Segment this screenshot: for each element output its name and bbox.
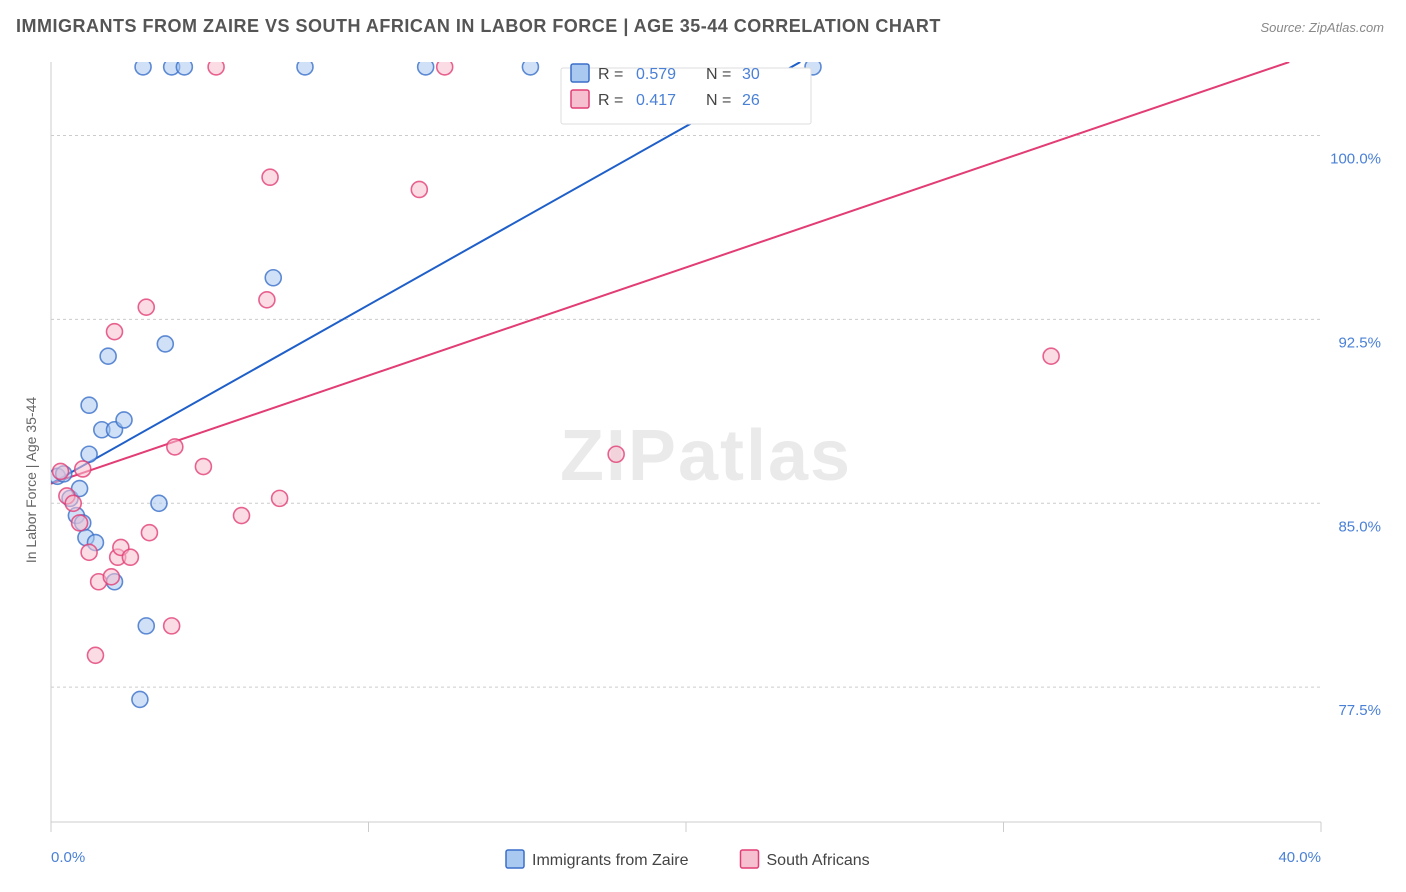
svg-text:0.579: 0.579 <box>636 66 676 83</box>
svg-text:R =: R = <box>598 92 623 109</box>
svg-text:Immigrants from Zaire: Immigrants from Zaire <box>532 852 689 869</box>
svg-text:30: 30 <box>742 66 760 83</box>
watermark: ZIPatlas <box>560 416 852 496</box>
svg-text:26: 26 <box>742 92 760 109</box>
y-tick-labels: 77.5% 85.0% 92.5% 100.0% <box>1330 151 1381 720</box>
series-legend: Immigrants from Zaire South Africans <box>506 850 870 869</box>
svg-text:77.5%: 77.5% <box>1338 702 1381 719</box>
chart-title: IMMIGRANTS FROM ZAIRE VS SOUTH AFRICAN I… <box>16 16 941 37</box>
svg-text:South Africans: South Africans <box>767 852 870 869</box>
y-axis-title: In Labor Force | Age 35-44 <box>23 397 39 564</box>
scatter-points <box>49 59 1059 708</box>
svg-text:N =: N = <box>706 92 731 109</box>
svg-text:85.0%: 85.0% <box>1338 518 1381 535</box>
svg-text:0.0%: 0.0% <box>51 849 85 866</box>
svg-text:R =: R = <box>598 66 623 83</box>
y-gridlines <box>51 136 1321 688</box>
svg-text:40.0%: 40.0% <box>1278 849 1321 866</box>
svg-text:N =: N = <box>706 66 731 83</box>
x-tick-marks <box>51 822 1321 832</box>
source-attribution: Source: ZipAtlas.com <box>1260 20 1384 35</box>
svg-text:100.0%: 100.0% <box>1330 151 1381 168</box>
chart-container: 77.5% 85.0% 92.5% 100.0% 0.0% 40.0% In Labor… <box>16 50 1390 876</box>
correlation-legend: R = 0.579 N = 30 R = 0.417 N = 26 <box>561 64 811 124</box>
svg-text:0.417: 0.417 <box>636 92 676 109</box>
correlation-scatter-chart: 77.5% 85.0% 92.5% 100.0% 0.0% 40.0% In Labor… <box>16 50 1390 876</box>
svg-text:92.5%: 92.5% <box>1338 334 1381 351</box>
